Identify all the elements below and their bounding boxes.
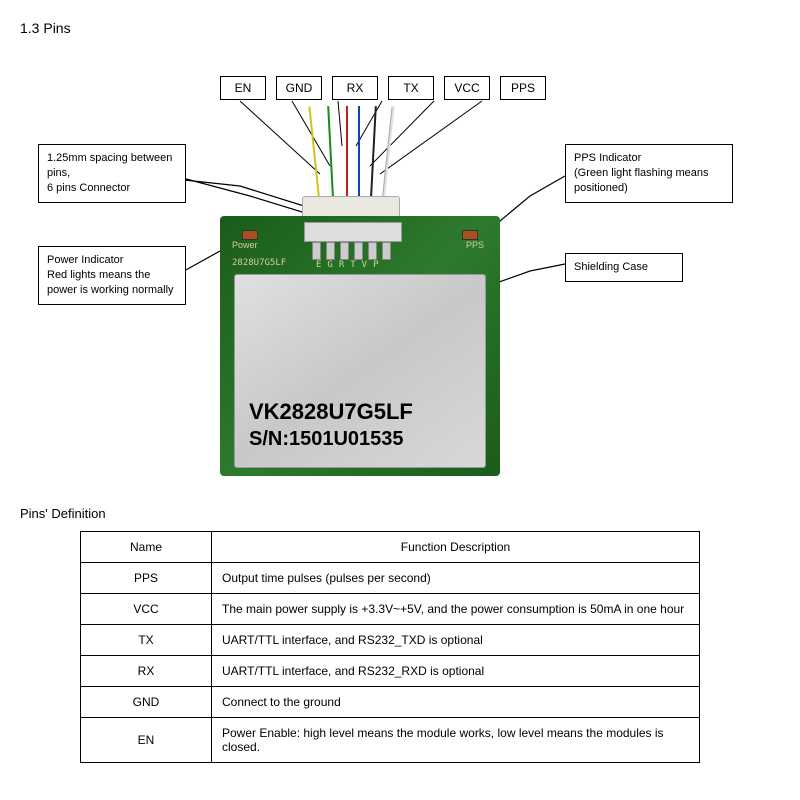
power-led-label: Power [232,240,258,250]
pcb-pin [354,242,363,260]
wire-pps [382,106,395,198]
wire-en [308,106,320,198]
cell-desc: UART/TTL interface, and RS232_TXD is opt… [212,625,700,656]
pcb-board: EGRTVP Power 2828U7G5LF PPS VK2828U7G5LF… [220,216,500,476]
pin-label-tx: TX [388,76,434,100]
section-title: 1.3 Pins [20,20,780,36]
callout-pps: PPS Indicator(Green light flashing means… [565,144,733,203]
wire-tx [358,106,360,198]
pins-definition-table: Name Function Description PPSOutput time… [80,531,700,763]
table-row: ENPower Enable: high level means the mod… [81,718,700,763]
table-row: GNDConnect to the ground [81,687,700,718]
shield-serial: S/N:1501U01535 [249,428,404,451]
pin-label-rx: RX [332,76,378,100]
pps-led-label: PPS [466,240,484,250]
pcb-pin-letters: EGRTVP [316,260,385,270]
callout-power: Power IndicatorRed lights means the powe… [38,246,186,305]
pcb-pin [382,242,391,260]
table-header-name: Name [81,532,212,563]
pcb-pin [326,242,335,260]
cell-desc: The main power supply is +3.3V~+5V, and … [212,594,700,625]
cell-name: RX [81,656,212,687]
cell-name: PPS [81,563,212,594]
cell-name: EN [81,718,212,763]
wire-bundle [314,106,386,201]
pin-label-vcc: VCC [444,76,490,100]
cell-desc: UART/TTL interface, and RS232_RXD is opt… [212,656,700,687]
pcb-pin [340,242,349,260]
wire-vcc [370,106,377,198]
table-title: Pins' Definition [20,506,780,521]
wire-gnd [327,106,334,198]
table-row: RXUART/TTL interface, and RS232_RXD is o… [81,656,700,687]
pcb-header-connector [304,222,402,242]
pcb-part-number: 2828U7G5LF [232,258,286,268]
pcb-pin-row [312,242,391,260]
pcb-pin [312,242,321,260]
pcb-pin [368,242,377,260]
shield-model: VK2828U7G5LF [249,399,413,425]
cell-name: GND [81,687,212,718]
table-row: TXUART/TTL interface, and RS232_TXD is o… [81,625,700,656]
cell-desc: Power Enable: high level means the modul… [212,718,700,763]
cell-name: TX [81,625,212,656]
cell-desc: Output time pulses (pulses per second) [212,563,700,594]
pin-label-pps: PPS [500,76,546,100]
table-row: VCCThe main power supply is +3.3V~+5V, a… [81,594,700,625]
table-body: PPSOutput time pulses (pulses per second… [81,563,700,763]
power-led [242,230,258,240]
table-header-desc: Function Description [212,532,700,563]
pin-label-row: EN GND RX TX VCC PPS [220,76,546,100]
pin-label-gnd: GND [276,76,322,100]
pps-led [462,230,478,240]
pin-diagram: EN GND RX TX VCC PPS [20,46,740,486]
cell-desc: Connect to the ground [212,687,700,718]
cell-name: VCC [81,594,212,625]
callout-shield: Shielding Case [565,253,683,282]
wire-rx [346,106,348,198]
callout-spacing: 1.25mm spacing between pins,6 pins Conne… [38,144,186,203]
pin-label-en: EN [220,76,266,100]
table-row: PPSOutput time pulses (pulses per second… [81,563,700,594]
shielding-case: VK2828U7G5LF S/N:1501U01535 [234,274,486,468]
